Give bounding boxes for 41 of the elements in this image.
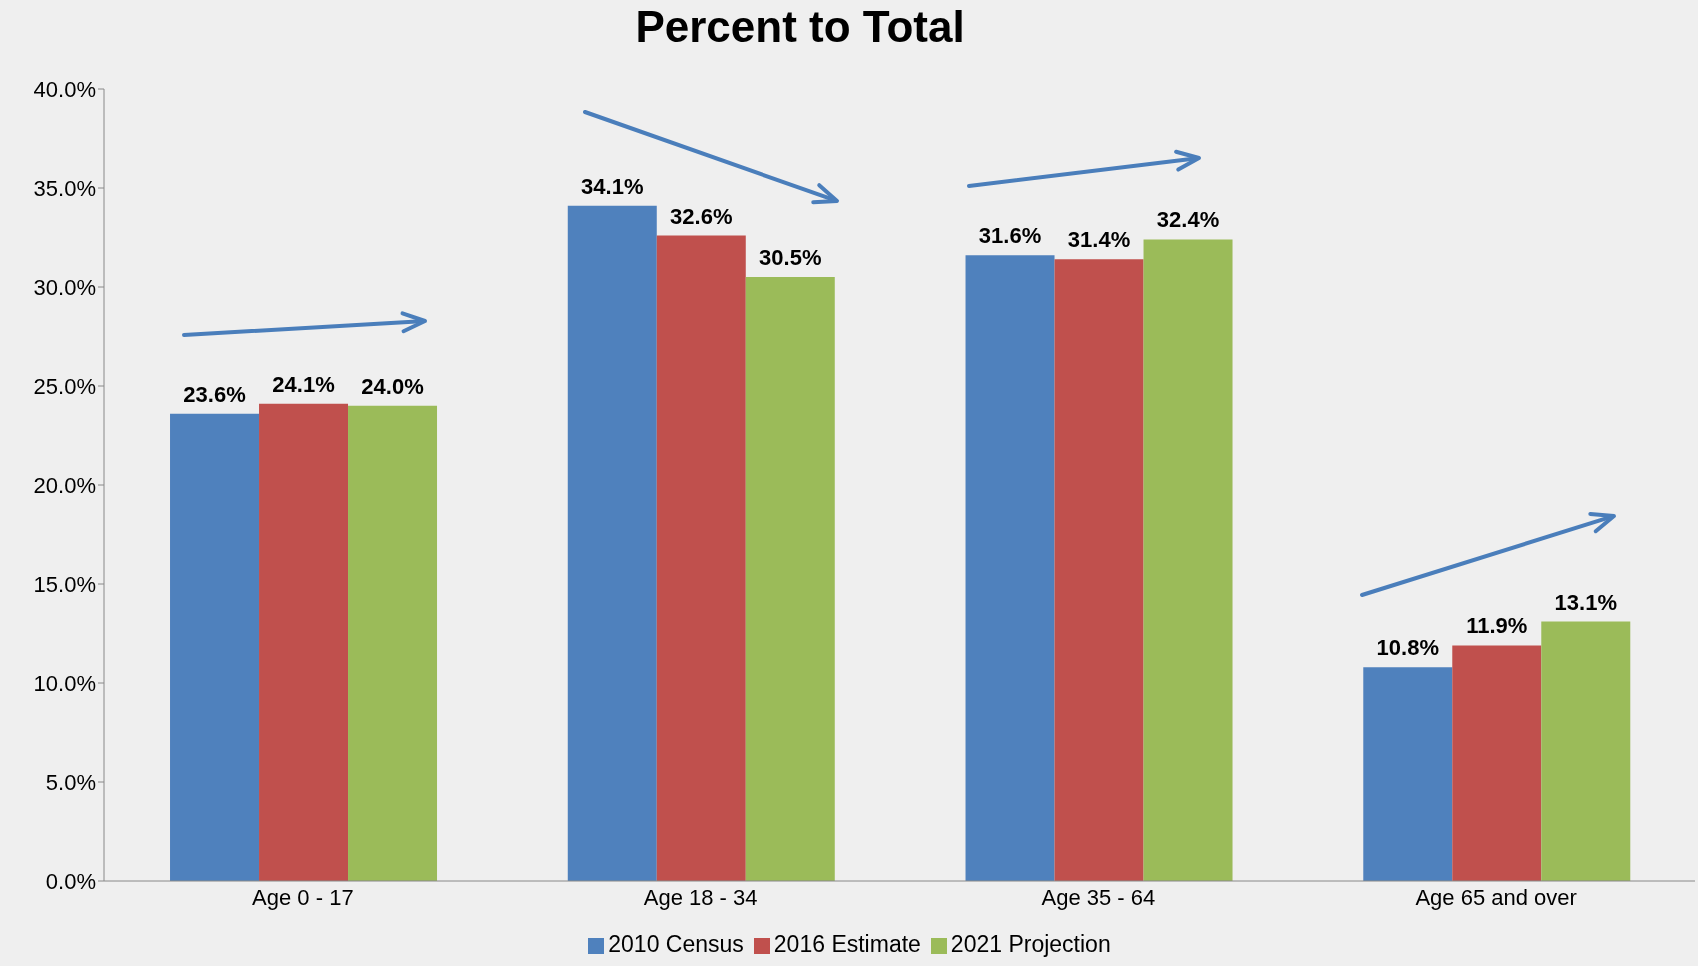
y-tick-label: 25.0% [33, 373, 96, 399]
bar [1363, 667, 1453, 881]
bar [1452, 645, 1542, 881]
legend-label: 2016 Estimate [773, 931, 921, 957]
y-tick-label: 35.0% [33, 175, 96, 201]
y-tick-label: 0.0% [45, 868, 96, 894]
data-label: 10.8% [1376, 635, 1439, 661]
data-label: 32.4% [1156, 207, 1220, 233]
bar [656, 235, 746, 881]
bar [567, 205, 657, 881]
data-label: 34.1% [581, 173, 644, 199]
legend-label: 2021 Projection [950, 931, 1111, 957]
bar [348, 405, 438, 881]
bar [1054, 259, 1144, 881]
y-tick-label: 30.0% [33, 274, 96, 300]
data-label: 23.6% [183, 381, 246, 407]
data-label: 31.6% [978, 223, 1042, 249]
y-tick-label: 15.0% [33, 571, 96, 597]
x-tick-label: Age 0 - 17 [252, 884, 354, 910]
bar [1541, 621, 1631, 881]
data-label: 24.0% [361, 373, 424, 399]
y-tick-label: 5.0% [45, 769, 96, 795]
data-label: 30.5% [759, 245, 822, 271]
data-label: 11.9% [1466, 613, 1528, 639]
y-tick-label: 10.0% [33, 670, 96, 696]
bar [259, 403, 349, 881]
chart-title: Percent to Total [634, 2, 966, 52]
y-tick-label: 40.0% [33, 76, 96, 102]
x-tick-label: Age 18 - 34 [643, 884, 758, 910]
x-tick-label: Age 65 and over [1415, 884, 1577, 910]
x-tick-label: Age 35 - 64 [1041, 884, 1156, 910]
data-label: 13.1% [1554, 589, 1617, 615]
data-label: 24.1% [272, 371, 335, 397]
data-label: 32.6% [670, 203, 733, 229]
bar [965, 255, 1055, 881]
bar [1143, 239, 1233, 881]
y-tick-label: 20.0% [33, 472, 96, 498]
bar [170, 413, 260, 881]
bar [745, 277, 835, 881]
data-label: 31.4% [1067, 227, 1131, 253]
legend-label: 2010 Census [608, 931, 744, 957]
